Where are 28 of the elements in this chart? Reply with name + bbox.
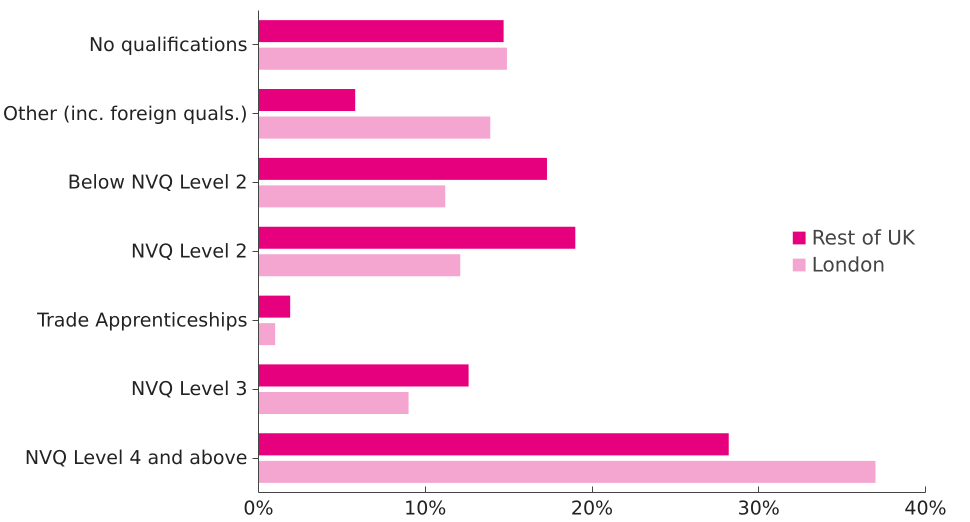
bar [258, 254, 460, 276]
y-tick-label: Other (inc. foreign quals.) [3, 102, 248, 125]
bar [258, 116, 490, 139]
bar [258, 323, 276, 346]
bar [258, 364, 469, 386]
bar [258, 185, 446, 208]
bar [258, 226, 576, 249]
bar [258, 20, 504, 42]
y-tick-label: NVQ Level 3 [131, 378, 248, 400]
bar [258, 158, 547, 180]
x-tick-label: 10% [404, 498, 446, 520]
y-tick-label: Trade Apprenticeships [36, 309, 248, 332]
bar [258, 48, 507, 70]
y-tick-label: NVQ Level 2 [131, 240, 248, 262]
legend-label: Rest of UK [812, 226, 915, 250]
y-tick-label: NVQ Level 4 and above [24, 447, 248, 470]
x-tick-label: 0% [243, 498, 274, 520]
bar [258, 460, 876, 483]
bar [258, 88, 356, 112]
x-tick-label: 20% [570, 498, 614, 520]
legend-label: London [812, 252, 885, 276]
x-tick-label: 40% [904, 498, 947, 520]
y-tick-label: Below NVQ Level 2 [68, 172, 248, 194]
bar [258, 296, 290, 318]
bar [258, 433, 729, 456]
x-tick-label: 30% [738, 498, 780, 520]
bar [258, 392, 409, 414]
y-tick-label: No qualifications [88, 34, 248, 56]
